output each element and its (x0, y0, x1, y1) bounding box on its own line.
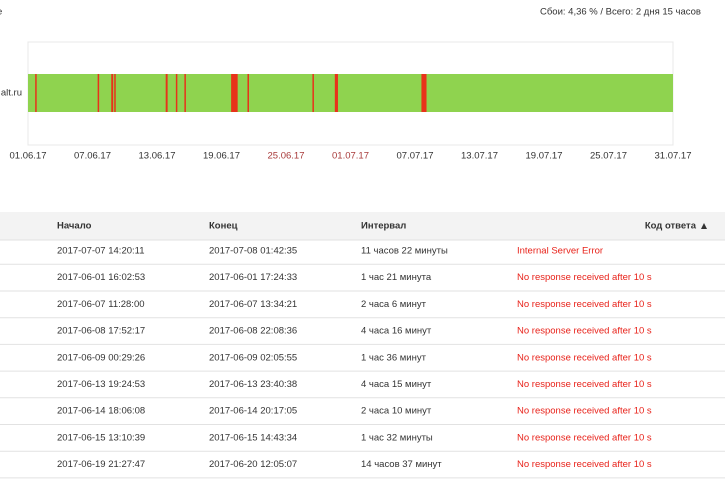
table-cell: 2017-07-07 14:20:11 (57, 246, 145, 257)
x-tick-label: 25.07.17 (590, 151, 627, 162)
outage (114, 74, 116, 112)
table-cell: No response received after 10 s (517, 272, 652, 283)
table-cell: 4 часа 15 минут (361, 379, 432, 390)
table-cell: 2017-06-13 23:40:38 (209, 379, 297, 390)
table-cell: 2017-06-19 21:27:47 (57, 459, 145, 470)
outage (312, 74, 314, 112)
column-header[interactable]: Интервал (361, 221, 406, 232)
sort-icon[interactable] (701, 223, 707, 229)
x-tick-label: 25.06.17 (268, 151, 305, 162)
table-cell: 2017-06-01 16:02:53 (57, 272, 145, 283)
outage (184, 74, 186, 112)
table-cell: 4 часа 16 минут (361, 326, 432, 337)
table-cell: 1 час 36 минут (361, 352, 427, 363)
x-tick-label: 07.06.17 (74, 151, 111, 162)
table-cell: 2 часа 6 минут (361, 299, 427, 310)
table-cell: No response received after 10 s (517, 379, 652, 390)
table-cell: 2017-06-15 13:10:39 (57, 432, 145, 443)
table-header-bg (0, 212, 725, 240)
table-cell: 2017-06-07 13:34:21 (209, 299, 297, 310)
x-tick-label: 13.06.17 (139, 151, 176, 162)
table-cell: 2017-06-15 14:43:34 (209, 432, 297, 443)
header-fragment: е (0, 7, 2, 18)
uptime-bar (28, 74, 673, 112)
table-cell: 2017-06-07 11:28:00 (57, 299, 145, 310)
outage (165, 74, 168, 112)
table-cell: 2 часа 10 минут (361, 406, 432, 417)
outage (35, 74, 37, 112)
table-cell: 2017-06-08 22:08:36 (209, 326, 297, 337)
x-tick-label: 01.06.17 (10, 151, 47, 162)
outage (421, 74, 427, 112)
table-cell: 2017-07-08 01:42:35 (209, 246, 297, 257)
table-cell: 2017-06-13 19:24:53 (57, 379, 145, 390)
table-cell: 2017-06-14 20:17:05 (209, 406, 297, 417)
table-cell: 2017-06-20 12:05:07 (209, 459, 297, 470)
table-cell: No response received after 10 s (517, 406, 652, 417)
outage (111, 74, 114, 112)
table-cell: Internal Server Error (517, 246, 603, 257)
table-cell: No response received after 10 s (517, 326, 652, 337)
column-header[interactable]: Конец (209, 221, 238, 232)
table-cell: No response received after 10 s (517, 352, 652, 363)
host-label: alt.ru (1, 88, 22, 99)
x-tick-label: 07.07.17 (397, 151, 434, 162)
table-cell: 2017-06-08 17:52:17 (57, 326, 145, 337)
x-tick-label: 19.06.17 (203, 151, 240, 162)
x-tick-label: 31.07.17 (655, 151, 692, 162)
table-cell: 2017-06-01 17:24:33 (209, 272, 297, 283)
table-cell: 2017-06-09 00:29:26 (57, 352, 145, 363)
x-tick-label: 01.07.17 (332, 151, 369, 162)
column-header[interactable]: Код ответа (645, 221, 697, 232)
x-tick-label: 13.07.17 (461, 151, 498, 162)
outage (97, 74, 100, 112)
table-cell: 11 часов 22 минуты (361, 246, 448, 257)
table-cell: 1 час 32 минуты (361, 432, 433, 443)
column-header[interactable]: Начало (57, 221, 92, 232)
outage (231, 74, 238, 112)
table-cell: No response received after 10 s (517, 459, 652, 470)
outage (247, 74, 249, 112)
table-cell: 2017-06-09 02:05:55 (209, 352, 297, 363)
table-cell: 14 часов 37 минут (361, 459, 442, 470)
table-cell: No response received after 10 s (517, 432, 652, 443)
summary: Сбои: 4,36 % / Всего: 2 дня 15 часов (540, 7, 701, 18)
table-cell: 2017-06-14 18:06:08 (57, 406, 145, 417)
table-cell: 1 час 21 минута (361, 272, 432, 283)
x-tick-label: 19.07.17 (526, 151, 563, 162)
outage (334, 74, 338, 112)
table-cell: No response received after 10 s (517, 299, 652, 310)
outage (175, 74, 178, 112)
